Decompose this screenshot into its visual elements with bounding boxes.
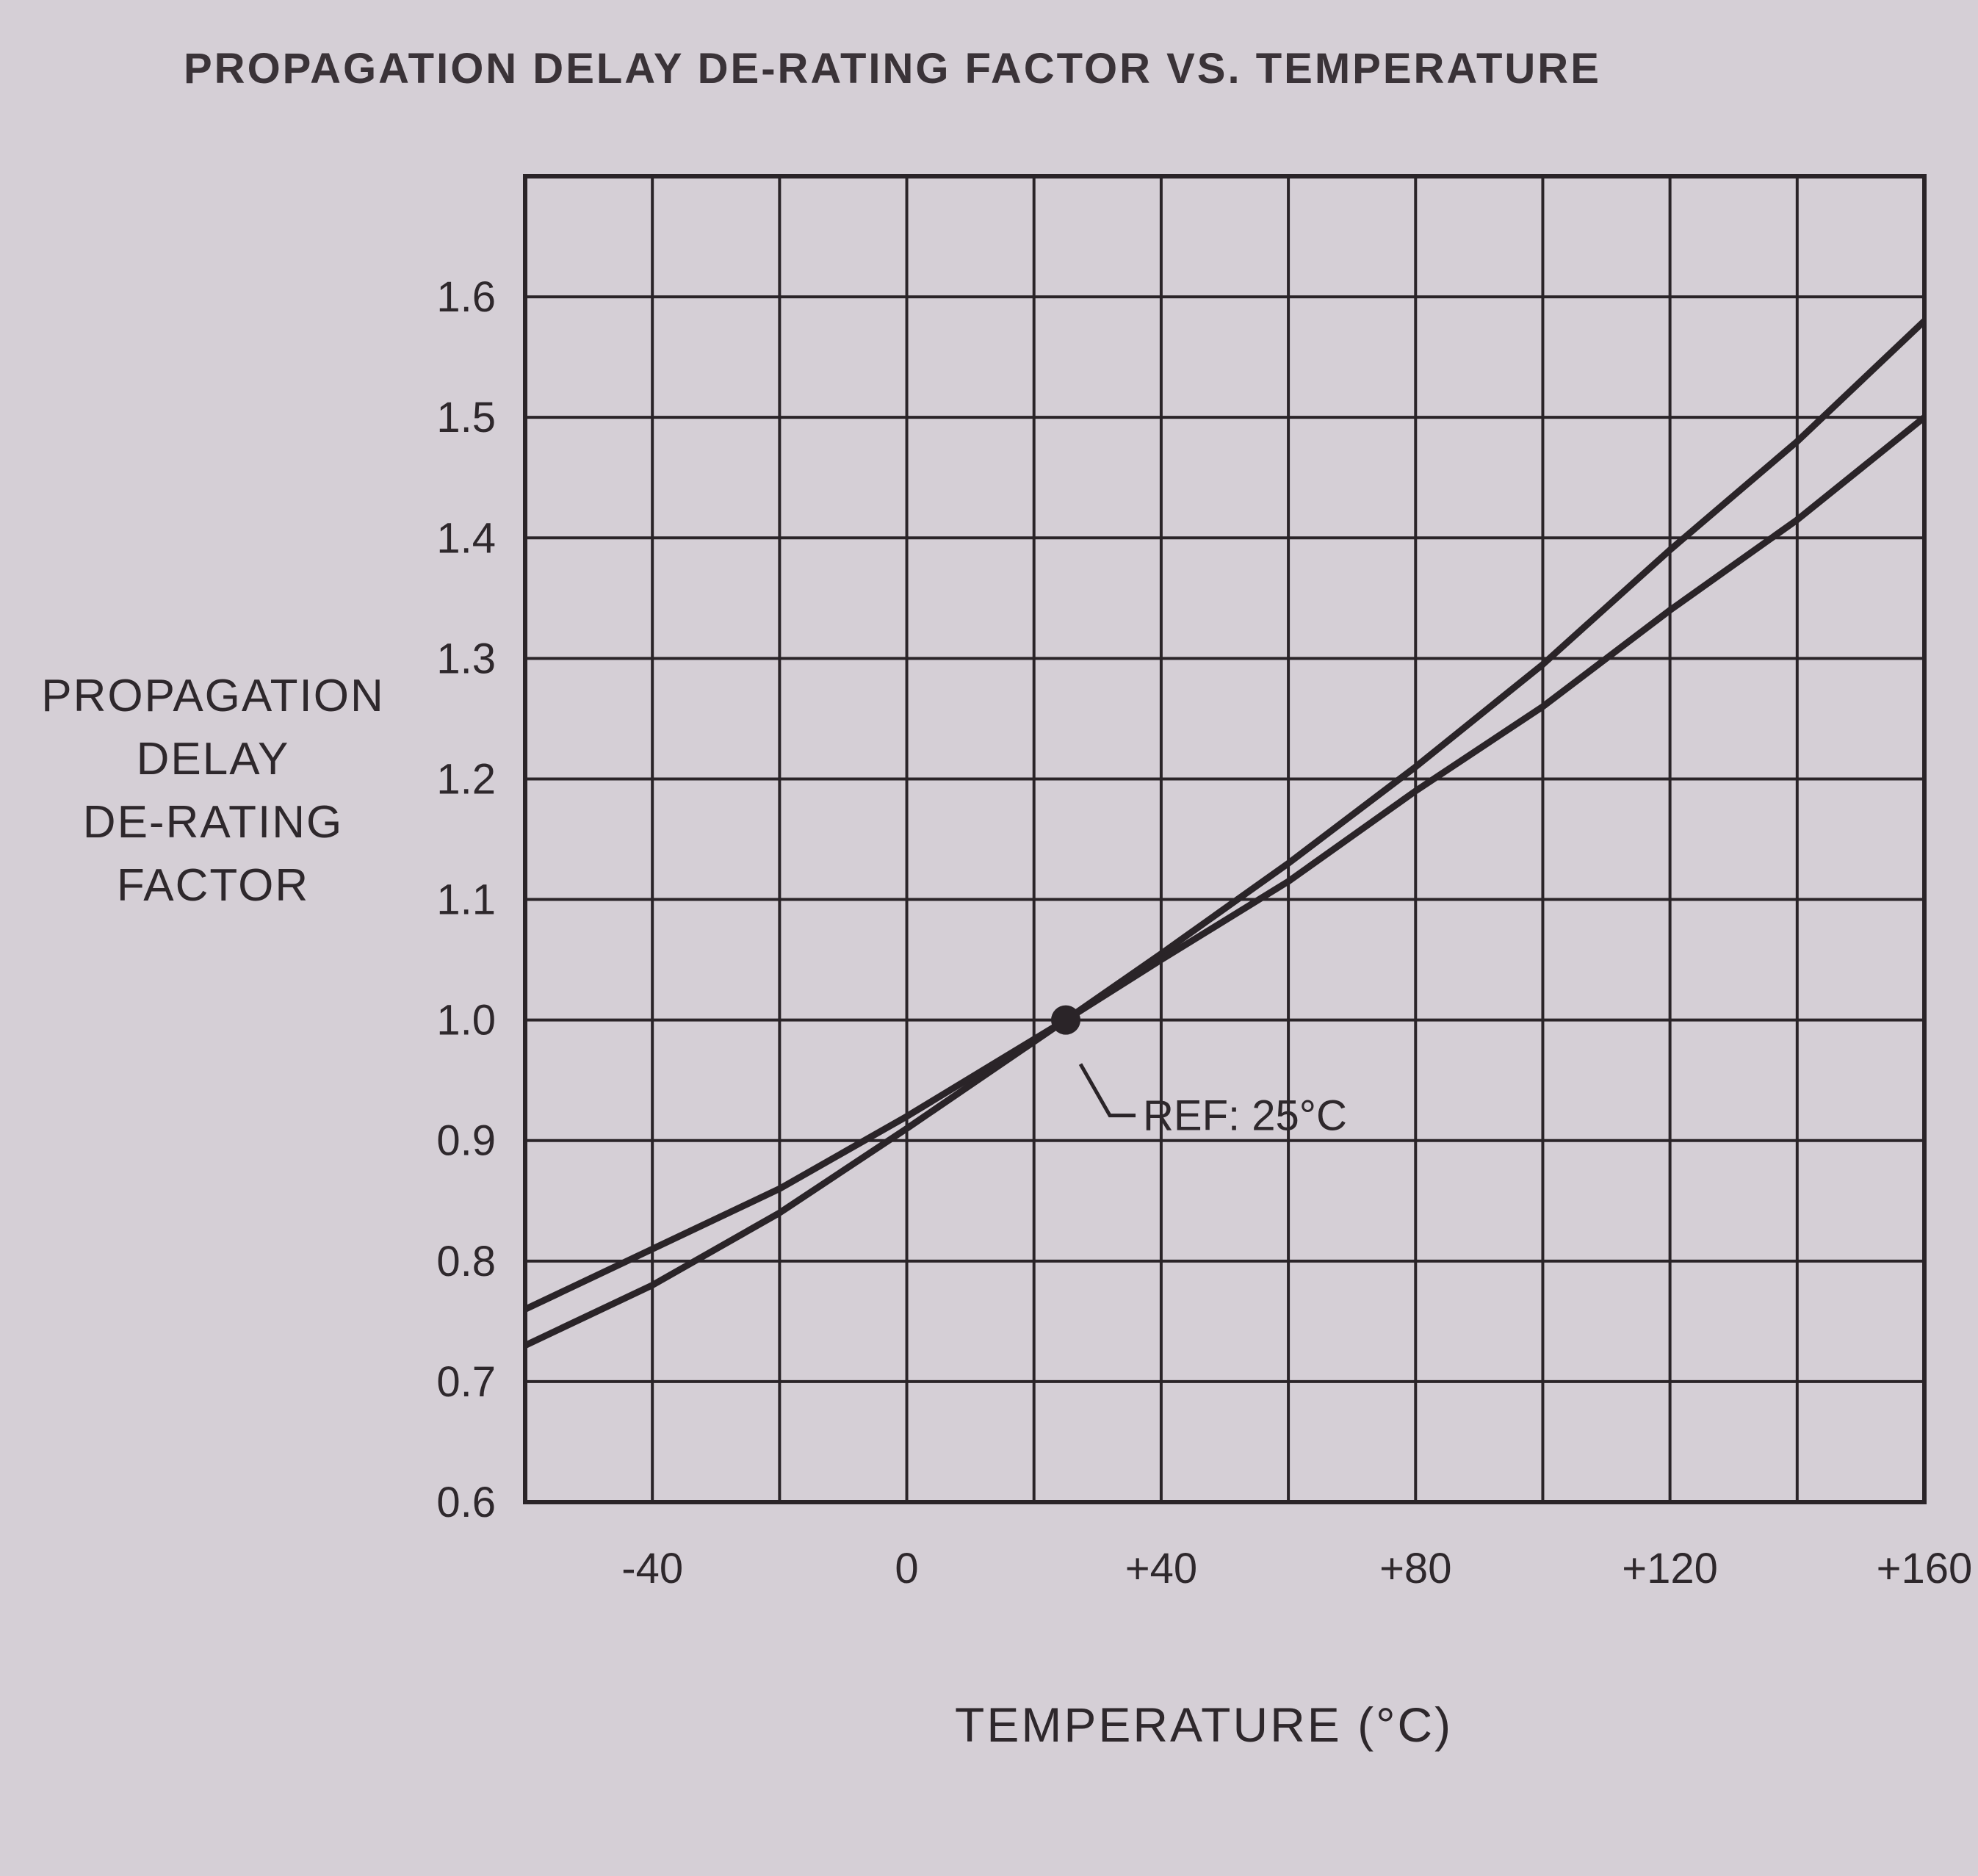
y-tick-label: 0.7 [436,1358,496,1406]
y-tick-label: 1.1 [436,876,496,924]
y-axis-label-line: FACTOR [116,860,310,911]
y-tick-label: 1.5 [436,394,496,441]
series-line-curve-lower-at-high-temp [524,414,1927,1313]
y-axis-label-line: PROPAGATION [41,671,385,721]
y-axis-label: PROPAGATION DELAY DE-RATING FACTOR [7,665,419,917]
y-tick-label: 1.2 [436,755,496,803]
reference-point-marker [1051,1005,1081,1035]
annotation-leader [1078,1063,1136,1118]
x-tick-label: +120 [1622,1545,1718,1592]
x-tick-label: +40 [1125,1545,1197,1592]
x-tick-label: -40 [621,1545,683,1592]
y-tick-label: 1.6 [436,273,496,321]
y-tick-label: 0.6 [436,1479,496,1526]
y-tick-label: 1.0 [436,997,496,1045]
annotation-ref-label: REF: 25°C [1143,1092,1347,1140]
series-line-curve-upper-at-high-temp [524,318,1927,1349]
y-axis-label-line: DE-RATING [82,797,344,848]
y-axis-label-line: DELAY [136,734,290,784]
x-tick-label: +160 [1877,1545,1973,1592]
y-tick-label: 1.4 [436,514,496,562]
y-tick-label: 0.8 [436,1238,496,1285]
y-tick-label: 1.3 [436,635,496,682]
chart-title: PROPAGATION DELAY DE-RATING FACTOR VS. T… [184,45,1601,93]
y-tick-label: 0.9 [436,1117,496,1165]
plot-frame [523,174,1927,1504]
x-axis-label: TEMPERATURE (°C) [955,1698,1454,1752]
x-tick-label: +80 [1379,1545,1451,1592]
x-tick-label: 0 [895,1545,918,1592]
